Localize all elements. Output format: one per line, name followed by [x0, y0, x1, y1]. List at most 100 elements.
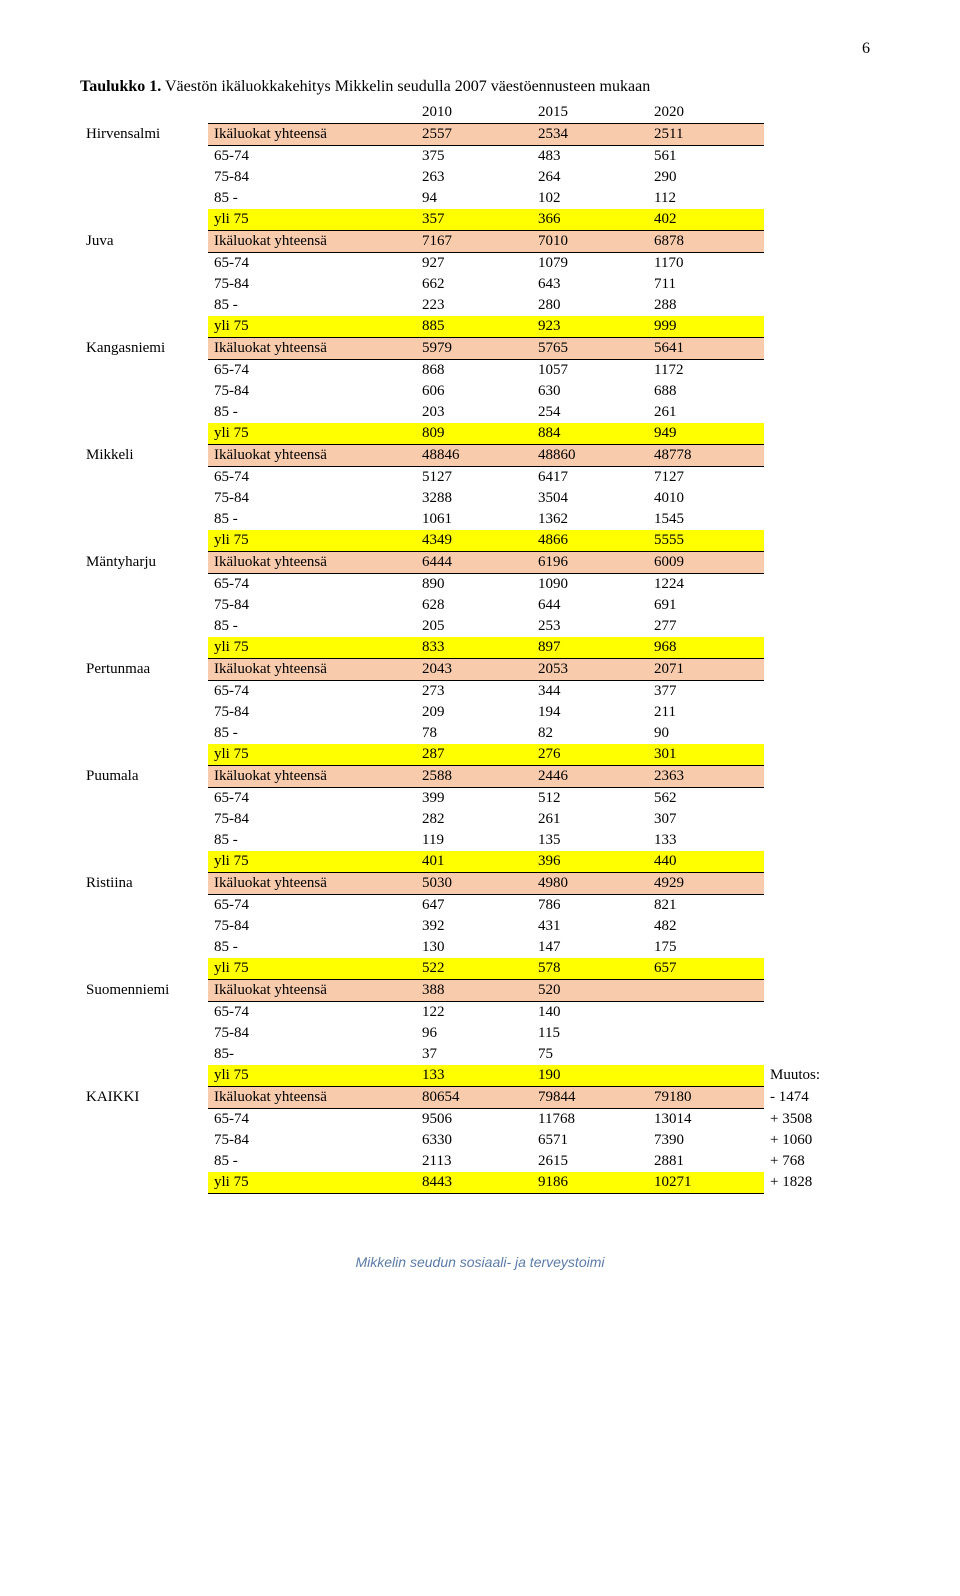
value-cell: 2511 [648, 124, 764, 146]
value-cell: 890 [416, 574, 532, 596]
value-cell: 102 [532, 188, 648, 209]
value-cell [648, 1065, 764, 1087]
value-cell: 9506 [416, 1109, 532, 1131]
value-cell: 7127 [648, 467, 764, 489]
row-label: 75-84 [208, 167, 416, 188]
value-cell: 6196 [532, 552, 648, 574]
extra-cell [764, 316, 880, 338]
row-label: Ikäluokat yhteensä [208, 1087, 416, 1109]
value-cell: 1061 [416, 509, 532, 530]
municipality-cell: Kangasniemi [80, 338, 208, 360]
municipality-cell [80, 146, 208, 168]
table-row: 75-84392431482 [80, 916, 880, 937]
value-cell: 5555 [648, 530, 764, 552]
value-cell: 662 [416, 274, 532, 295]
municipality-cell: Ristiina [80, 873, 208, 895]
extra-cell [764, 488, 880, 509]
value-cell: 223 [416, 295, 532, 316]
row-label: 65-74 [208, 574, 416, 596]
row-label: 75-84 [208, 1130, 416, 1151]
municipality-cell [80, 295, 208, 316]
row-label: 75-84 [208, 595, 416, 616]
extra-cell [764, 574, 880, 596]
extra-cell [764, 530, 880, 552]
municipality-cell [80, 723, 208, 744]
value-cell: 94 [416, 188, 532, 209]
municipality-cell [80, 895, 208, 917]
row-label: yli 75 [208, 744, 416, 766]
row-label: Ikäluokat yhteensä [208, 766, 416, 788]
row-label: 85 - [208, 723, 416, 744]
municipality-cell [80, 167, 208, 188]
row-label: yli 75 [208, 851, 416, 873]
value-cell: 96 [416, 1023, 532, 1044]
extra-cell [764, 873, 880, 895]
extra-cell [764, 916, 880, 937]
table-row: 85 -203254261 [80, 402, 880, 423]
page-number: 6 [80, 40, 880, 58]
value-cell: 562 [648, 788, 764, 810]
table-row: yli 75522578657 [80, 958, 880, 980]
row-label: yli 75 [208, 209, 416, 231]
municipality-cell [80, 809, 208, 830]
value-cell: 2588 [416, 766, 532, 788]
value-cell: 4980 [532, 873, 648, 895]
header-year: 2010 [416, 102, 532, 124]
value-cell: 209 [416, 702, 532, 723]
municipality-cell: Pertunmaa [80, 659, 208, 681]
row-label: yli 75 [208, 958, 416, 980]
municipality-cell [80, 595, 208, 616]
extra-cell [764, 338, 880, 360]
extra-cell: + 3508 [764, 1109, 880, 1131]
value-cell: 2363 [648, 766, 764, 788]
value-cell: 2071 [648, 659, 764, 681]
table-row: 75-84662643711 [80, 274, 880, 295]
value-cell: 4866 [532, 530, 648, 552]
table-row: yli 75133190Muutos: [80, 1065, 880, 1087]
value-cell: 1079 [532, 253, 648, 275]
value-cell: 402 [648, 209, 764, 231]
extra-cell: - 1474 [764, 1087, 880, 1109]
row-label: 85 - [208, 295, 416, 316]
row-label: 65-74 [208, 681, 416, 703]
value-cell: 307 [648, 809, 764, 830]
value-cell: 205 [416, 616, 532, 637]
value-cell: 2113 [416, 1151, 532, 1172]
municipality-cell [80, 1151, 208, 1172]
table-row: yli 758443918610271+ 1828 [80, 1172, 880, 1194]
value-cell: 203 [416, 402, 532, 423]
row-label: yli 75 [208, 637, 416, 659]
value-cell: 254 [532, 402, 648, 423]
value-cell: 4349 [416, 530, 532, 552]
row-label: 85 - [208, 188, 416, 209]
municipality-cell [80, 360, 208, 382]
value-cell: 968 [648, 637, 764, 659]
table-row: 65-7495061176813014+ 3508 [80, 1109, 880, 1131]
municipality-cell [80, 851, 208, 873]
table-row: RistiinaIkäluokat yhteensä503049804929 [80, 873, 880, 895]
extra-cell [764, 445, 880, 467]
value-cell: 48860 [532, 445, 648, 467]
table-row: KAIKKIIkäluokat yhteensä806547984479180-… [80, 1087, 880, 1109]
value-cell: 3288 [416, 488, 532, 509]
value-cell: 6330 [416, 1130, 532, 1151]
table-row: yli 75287276301 [80, 744, 880, 766]
value-cell: 483 [532, 146, 648, 168]
value-cell: 115 [532, 1023, 648, 1044]
row-label: Ikäluokat yhteensä [208, 231, 416, 253]
row-label: 75-84 [208, 488, 416, 509]
row-label: 85 - [208, 402, 416, 423]
table-row: 75-84328835044010 [80, 488, 880, 509]
table-row: yli 75885923999 [80, 316, 880, 338]
municipality-cell [80, 681, 208, 703]
row-label: 75-84 [208, 381, 416, 402]
row-label: 85 - [208, 1151, 416, 1172]
table-row: SuomenniemiIkäluokat yhteensä388520 [80, 980, 880, 1002]
municipality-cell [80, 402, 208, 423]
value-cell: 135 [532, 830, 648, 851]
value-cell: 253 [532, 616, 648, 637]
value-cell: 37 [416, 1044, 532, 1065]
value-cell: 6009 [648, 552, 764, 574]
value-cell: 2043 [416, 659, 532, 681]
value-cell [648, 1002, 764, 1024]
